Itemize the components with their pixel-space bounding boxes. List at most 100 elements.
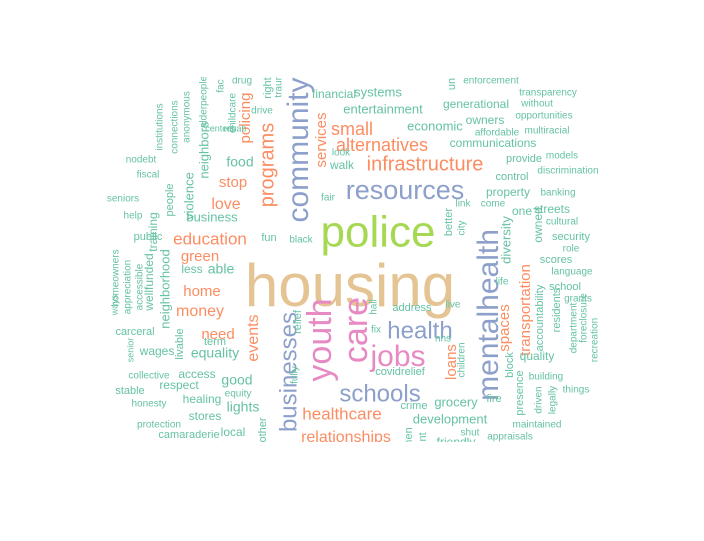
- word-things: things: [563, 385, 590, 396]
- word-businesses: businesses: [275, 312, 302, 432]
- word-fac: fac: [216, 79, 227, 92]
- word-friendly: friendly: [437, 435, 476, 449]
- word-community: community: [282, 77, 315, 222]
- word-loans: loans: [443, 344, 460, 380]
- word-property: property: [486, 185, 530, 199]
- word-fix: fix: [371, 325, 381, 336]
- word-resources: resources: [346, 175, 465, 205]
- word-green: green: [181, 248, 219, 265]
- word-love: love: [211, 196, 240, 213]
- word-control: control: [495, 171, 528, 183]
- word-shut: shut: [461, 428, 480, 439]
- word-jobs: jobs: [369, 340, 425, 373]
- word-trauma: trauma: [274, 66, 285, 98]
- word-home: home: [183, 283, 221, 300]
- word-financial: financial: [312, 87, 356, 101]
- word-opportunities: opportunities: [515, 111, 572, 122]
- word-block: block: [504, 352, 516, 378]
- word-scores: scores: [540, 254, 573, 266]
- word-communications: communications: [450, 136, 537, 150]
- word-role: role: [563, 244, 580, 255]
- word-drive: drive: [251, 106, 273, 117]
- word-events: events: [245, 314, 262, 361]
- word-carceral: carceral: [115, 326, 154, 338]
- word-transparency: transparency: [519, 88, 577, 99]
- word-legally: legally: [548, 386, 559, 414]
- word-housing: housing: [245, 252, 455, 319]
- word-city: city: [457, 221, 468, 236]
- word-cultural: cultural: [546, 217, 578, 228]
- word-spaces: spaces: [496, 304, 513, 352]
- word-without: without: [520, 99, 553, 110]
- word-school: school: [549, 281, 581, 293]
- word-livable: livable: [174, 328, 186, 359]
- word-honesty: honesty: [131, 399, 166, 410]
- word-discrimination: discrimination: [537, 166, 598, 177]
- word-wellfunded: wellfunded: [142, 253, 156, 311]
- word-homeowners: homeowners: [111, 249, 122, 306]
- word-collective: collective: [128, 371, 170, 382]
- word-lights: lights: [227, 399, 260, 415]
- word-policing: policing: [237, 93, 254, 144]
- word-entertainment: entertainment: [343, 101, 423, 116]
- word-development: development: [413, 411, 488, 426]
- word-crime: crime: [401, 400, 428, 412]
- word-affordable: affordable: [475, 128, 520, 139]
- word-maintained: maintained: [513, 420, 562, 431]
- word-relief: relief: [292, 309, 304, 334]
- word-diversity: diversity: [498, 216, 513, 264]
- word-relationships: relationships: [301, 429, 391, 446]
- word-live: live: [445, 300, 460, 311]
- word-less: less: [181, 262, 202, 276]
- word-taxes: taxes: [221, 440, 248, 452]
- word-driven: driven: [534, 386, 545, 413]
- word-protection: protection: [137, 420, 181, 431]
- word-money: money: [176, 303, 224, 320]
- word-ent: ent: [417, 432, 429, 447]
- word-rehab: rehab: [223, 123, 246, 133]
- word-streets: streets: [534, 202, 570, 216]
- word-training: training: [146, 212, 160, 251]
- word-enforcement: enforcement: [463, 76, 519, 87]
- word-violence: violence: [181, 172, 196, 220]
- word-systems: systems: [354, 84, 402, 99]
- word-transportation: transportation: [517, 264, 534, 356]
- word-fire: fire: [486, 393, 501, 405]
- word-alternatives: alternatives: [336, 135, 428, 155]
- word-services: services: [313, 112, 330, 167]
- word-care: care: [337, 297, 375, 363]
- word-respect: respect: [159, 378, 199, 392]
- word-equity: equity: [225, 389, 252, 400]
- word-neighbors: neighbors: [196, 121, 211, 179]
- word-health: health: [387, 317, 452, 344]
- word-provide: provide: [506, 153, 542, 165]
- word-camaraderie: camaraderie: [158, 429, 219, 441]
- word-nodebt: nodebt: [126, 155, 157, 166]
- word-link: link: [455, 199, 471, 210]
- word-children: children: [457, 342, 468, 377]
- word-stable: stable: [115, 385, 144, 397]
- word-quality: quality: [520, 349, 555, 363]
- word-fair: fair: [321, 193, 336, 204]
- word-un: un: [446, 78, 458, 90]
- word-good: good: [221, 372, 252, 388]
- word-owners: owners: [466, 113, 505, 127]
- word-residents: residents: [551, 287, 563, 332]
- word-economic: economic: [407, 118, 463, 133]
- word-fun: fun: [261, 232, 276, 244]
- word-come: come: [481, 199, 506, 210]
- word-one: one: [512, 204, 532, 218]
- word-security: security: [552, 231, 590, 243]
- word-youth: youth: [301, 298, 339, 381]
- word-local: local: [221, 425, 246, 439]
- word-building: building: [529, 372, 563, 383]
- word-business: business: [186, 209, 238, 224]
- word-life: life: [496, 277, 509, 288]
- word-anonymous: anonymous: [182, 91, 193, 143]
- word-banking: banking: [540, 188, 575, 199]
- word-presence: presence: [514, 370, 526, 415]
- word-appreciation: appreciation: [123, 260, 134, 314]
- word-foreclosure: foreclosure: [579, 293, 590, 343]
- word-fiscal: fiscal: [137, 170, 160, 181]
